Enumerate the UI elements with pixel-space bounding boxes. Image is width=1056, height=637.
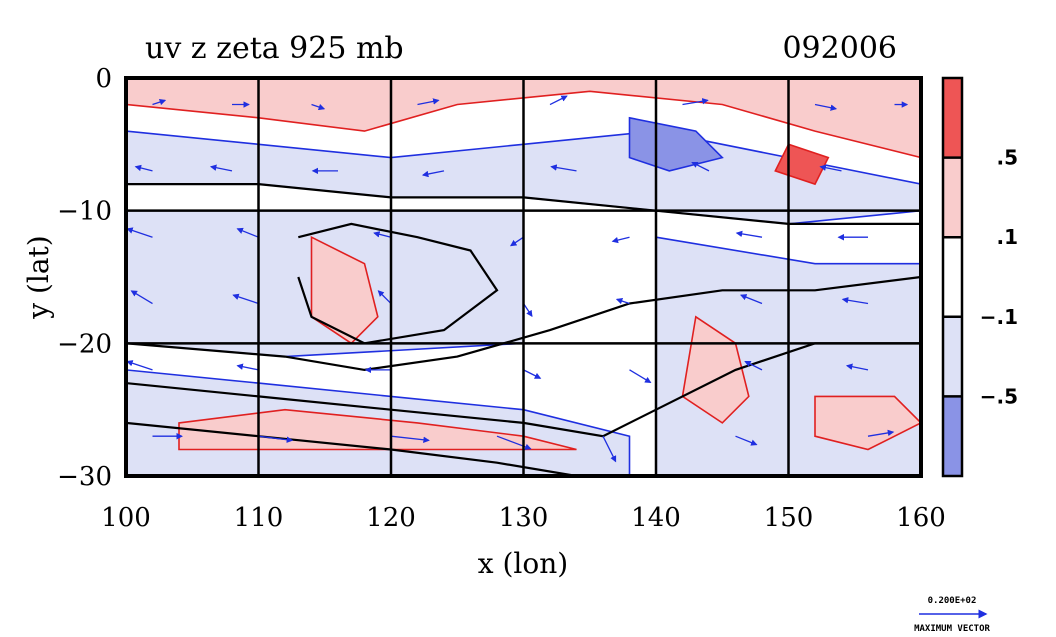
wind-vector-41 bbox=[735, 435, 758, 446]
y-tick-label-2: −20 bbox=[57, 329, 112, 359]
wind-vector-18 bbox=[509, 236, 524, 247]
colorbar-swatch-2 bbox=[943, 237, 962, 317]
plot-frame bbox=[124, 76, 923, 478]
wind-vector-15 bbox=[126, 227, 153, 238]
region-equatorial-band-positive bbox=[126, 78, 921, 159]
wind-vector-40 bbox=[602, 435, 617, 463]
wind-vector-3 bbox=[417, 98, 440, 106]
region-southeast-positive-patch bbox=[814, 395, 921, 451]
max-vector-label: MAXIMUM VECTOR bbox=[914, 624, 990, 634]
x-axis-ticks: 100 110 120 130 140 150 160 bbox=[101, 503, 946, 533]
chart-date-label: 092006 bbox=[782, 31, 897, 66]
colorbar: .5 .1 −.1 −.5 bbox=[941, 76, 1018, 478]
wind-vector-37 bbox=[258, 435, 294, 443]
wind-vector-19 bbox=[611, 236, 630, 244]
y-axis-label: y (lat) bbox=[22, 235, 55, 319]
wind-vector-30 bbox=[236, 363, 259, 371]
wind-vector-12 bbox=[550, 164, 577, 172]
wind-vector-38 bbox=[390, 435, 430, 444]
wind-vector-32 bbox=[523, 369, 542, 379]
wind-vector-22 bbox=[130, 290, 153, 305]
wind-vector-33 bbox=[629, 369, 652, 384]
colorbar-swatch-4 bbox=[943, 396, 962, 476]
colorbar-label-3: −.5 bbox=[980, 384, 1018, 408]
colorbar-swatch-1 bbox=[943, 157, 962, 238]
wind-vector-27 bbox=[739, 294, 763, 305]
x-tick-label-2: 120 bbox=[366, 503, 416, 533]
wind-vector-29 bbox=[126, 360, 153, 371]
colorbar-label-1: .1 bbox=[996, 225, 1018, 249]
height-contour-2 bbox=[126, 275, 921, 372]
region-south-positive-streak bbox=[178, 408, 577, 451]
wind-vector-2 bbox=[311, 103, 326, 111]
wind-vector-25 bbox=[522, 303, 533, 318]
wind-vector-28 bbox=[841, 297, 869, 305]
wind-vector-6 bbox=[814, 103, 838, 111]
y-tick-label-1: −10 bbox=[57, 197, 112, 227]
wind-vector-23 bbox=[232, 293, 259, 305]
y-tick-label-0: 0 bbox=[95, 64, 112, 94]
wind-vector-42 bbox=[867, 429, 895, 437]
x-axis-label: x (lon) bbox=[478, 547, 568, 580]
y-axis-ticks: 0 −10 −20 −30 bbox=[57, 64, 112, 492]
colorbar-label-0: .5 bbox=[996, 146, 1018, 170]
wind-vector-14 bbox=[819, 164, 842, 172]
colorbar-frame bbox=[941, 76, 964, 478]
colorbar-swatch-3 bbox=[943, 316, 962, 397]
wind-vector-17 bbox=[373, 231, 392, 238]
wind-vector-9 bbox=[209, 164, 233, 172]
x-tick-label-0: 100 bbox=[101, 503, 151, 533]
wind-vector-4 bbox=[549, 95, 568, 106]
x-tick-label-6: 160 bbox=[896, 503, 946, 533]
x-tick-label-1: 110 bbox=[234, 503, 284, 533]
grid-lines bbox=[126, 78, 921, 476]
y-tick-label-3: −30 bbox=[57, 462, 112, 492]
height-contour-5 bbox=[297, 222, 499, 345]
wind-vector-5 bbox=[682, 98, 709, 106]
x-tick-label-5: 150 bbox=[764, 503, 814, 533]
wind-vector-34 bbox=[744, 360, 763, 371]
wind-vector-39 bbox=[496, 435, 532, 450]
wind-vector-20 bbox=[735, 230, 763, 238]
wind-vectors bbox=[126, 95, 909, 463]
x-tick-label-4: 140 bbox=[631, 503, 681, 533]
wind-vector-0 bbox=[152, 98, 167, 106]
wind-vector-35 bbox=[845, 363, 869, 371]
wind-vector-13 bbox=[691, 161, 710, 172]
region-west-positive-patch bbox=[310, 235, 379, 345]
colorbar-label-2: −.1 bbox=[980, 305, 1018, 329]
wind-vector-24 bbox=[377, 290, 392, 304]
wind-vector-8 bbox=[134, 164, 153, 172]
x-tick-label-3: 130 bbox=[499, 503, 549, 533]
max-vector-value: 0.200E+02 bbox=[928, 596, 977, 606]
chart-title: uv z zeta 925 mb bbox=[145, 31, 404, 66]
wind-vector-26 bbox=[615, 297, 630, 305]
colorbar-swatch-0 bbox=[943, 78, 962, 158]
wind-vector-11 bbox=[421, 170, 445, 178]
wind-vector-16 bbox=[236, 227, 259, 238]
